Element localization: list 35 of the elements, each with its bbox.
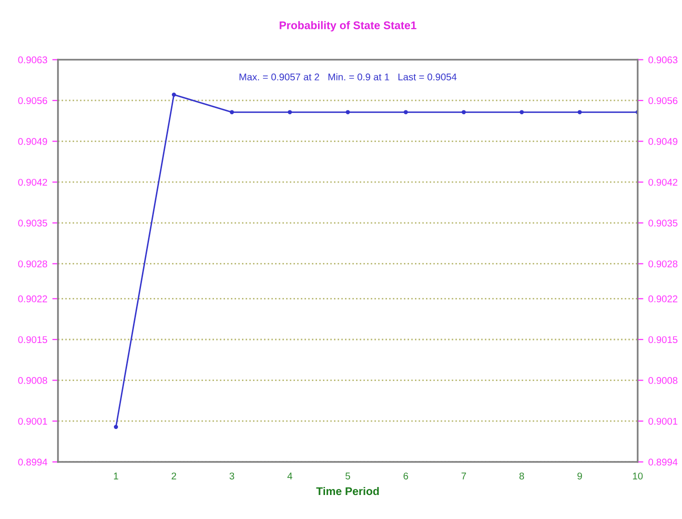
x-tick-label: 10	[633, 472, 643, 480]
y-tick-label: 0.9063	[18, 56, 48, 64]
y-tick-label: 0.9042	[18, 178, 48, 186]
y-tick-label: 0.9022	[18, 295, 48, 302]
y-tick-label: 0.9008	[18, 377, 48, 384]
y2-tick-label: 0.8994	[648, 458, 678, 466]
y2-tick-label: 0.9022	[648, 295, 678, 302]
y-tick-label: 0.9056	[18, 97, 48, 104]
y-tick-label: 0.8994	[18, 458, 48, 466]
x-tick-label: 1	[114, 472, 118, 480]
x-axis-title: Time Period	[316, 486, 379, 496]
x-tick-label: 5	[346, 472, 350, 480]
y-tick-label: 0.9001	[18, 418, 48, 425]
x-tick-label: 4	[287, 472, 292, 480]
chart-title: Probability of State State1	[280, 21, 416, 32]
x-tick-label: 9	[577, 472, 582, 480]
y-tick-label: 0.9035	[18, 220, 48, 227]
y2-tick-label: 0.9035	[648, 220, 678, 227]
y2-tick-label: 0.9008	[648, 377, 678, 384]
y2-tick-label: 0.9063	[648, 56, 678, 64]
y-tick-label: 0.9049	[18, 138, 48, 145]
x-tick-label: 8	[519, 472, 524, 480]
y2-tick-label: 0.9049	[648, 138, 678, 145]
x-tick-label: 2	[172, 472, 176, 480]
x-tick-label: 3	[230, 472, 234, 480]
y2-tick-label: 0.9056	[648, 97, 678, 104]
y2-tick-label: 0.9042	[648, 178, 678, 186]
y2-tick-label: 0.9001	[648, 418, 678, 425]
x-tick-label: 6	[404, 472, 408, 480]
x-tick-label: 7	[462, 472, 466, 480]
annotation: Max. = 0.9057 at 2 Min. = 0.9 at 1 Last = 0.9054	[240, 73, 457, 80]
y2-tick-label: 0.9015	[648, 336, 678, 344]
y-tick-label: 0.9028	[18, 260, 48, 268]
y-tick-label: 0.9015	[18, 336, 48, 344]
y2-tick-label: 0.9028	[648, 260, 678, 268]
